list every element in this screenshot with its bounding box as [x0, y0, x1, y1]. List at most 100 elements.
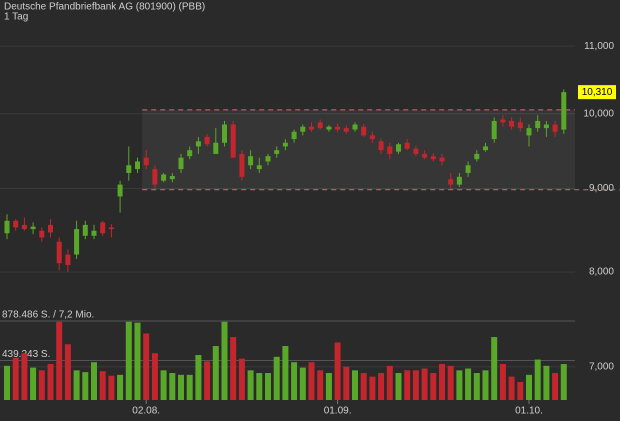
candle-body [552, 124, 558, 132]
volume-bar [360, 373, 367, 400]
candle-body [48, 224, 53, 233]
volume-bar [143, 333, 150, 400]
candle-body [204, 136, 210, 145]
volume-bar [560, 364, 567, 400]
volume-bar [447, 365, 454, 400]
candle-body [422, 153, 428, 158]
candle-body [361, 126, 367, 136]
volume-bar [412, 370, 419, 400]
candle-body [117, 184, 123, 197]
volume-bar [273, 356, 280, 400]
volume-bar [291, 362, 298, 400]
volume-bar [508, 376, 515, 400]
volume-bar [256, 373, 263, 400]
volume-bar [212, 346, 219, 400]
candle-body [343, 128, 349, 132]
candle-body [161, 174, 167, 181]
candle-body [474, 153, 480, 160]
candle-body [483, 146, 488, 151]
volume-bar [543, 365, 550, 400]
candle-body [352, 124, 358, 130]
volume-bar [64, 344, 71, 400]
last-price-box [578, 85, 616, 100]
volume-bar [473, 373, 480, 400]
volume-bar [299, 367, 306, 400]
volume-bar [169, 373, 176, 400]
volume-bar [73, 370, 80, 400]
volume-bar [386, 365, 393, 400]
volume-bar [47, 364, 54, 400]
candle-body [430, 156, 436, 160]
candle-body [274, 150, 280, 154]
candle-body [169, 176, 175, 180]
volume-bar [430, 373, 437, 400]
candle-body [152, 169, 158, 185]
y-tick-label: 7,000 [589, 361, 614, 372]
candle-body [300, 126, 306, 132]
volume-bar [247, 370, 254, 400]
volume-bar [352, 370, 358, 400]
candle-body [509, 120, 515, 127]
volume-bar [343, 366, 350, 400]
volume-bar [369, 376, 376, 400]
volume-bar [82, 372, 89, 400]
candle-body [465, 165, 471, 173]
volume-bar [491, 337, 498, 400]
candle-body [369, 135, 375, 140]
volume-bar [552, 373, 559, 400]
last-price-label: 10,310 [582, 87, 613, 98]
candle-body [543, 124, 549, 129]
volume-bar [308, 362, 315, 400]
volume-bar [265, 373, 271, 400]
candle-body [317, 122, 323, 129]
candle-body [335, 126, 341, 130]
volume-bar [395, 373, 402, 400]
candle-body [439, 157, 445, 162]
volume-bar [160, 370, 167, 400]
volume-bar [221, 321, 228, 400]
y-tick-label: 8,000 [589, 267, 614, 278]
candle-body [135, 161, 140, 170]
chart-subtitle: 1 Tag [4, 12, 28, 23]
volume-bar [317, 370, 324, 400]
y-tick-label: 9,000 [589, 183, 614, 194]
y-tick-label: 11,000 [584, 41, 614, 52]
candle-body [309, 126, 314, 130]
volume-bar [421, 368, 428, 400]
volume-bar [230, 337, 237, 400]
x-tick-label: 02.08. [132, 406, 160, 417]
candle-body [448, 179, 454, 185]
volume-bar [534, 359, 541, 400]
volume-bar [134, 322, 141, 400]
candle-body [91, 230, 97, 236]
volume-bar [439, 364, 445, 400]
candle-body [326, 126, 332, 130]
volume-bar [4, 365, 10, 400]
candle-body [396, 144, 401, 152]
candle-body [230, 124, 236, 158]
candle-body [239, 153, 245, 177]
volume-bar [99, 371, 106, 400]
volume-bar [526, 374, 532, 400]
candle-body [517, 122, 523, 129]
candle-body [195, 141, 201, 147]
volume-bar [499, 364, 506, 400]
candle-body [21, 224, 27, 230]
candle-body [65, 254, 71, 266]
volume-bar [517, 382, 524, 400]
candle-body [213, 142, 219, 154]
volume-bar [125, 321, 132, 400]
volume-tick-label: 878.486 S. / 7,2 Mio. [2, 310, 94, 321]
candle-body [39, 230, 45, 238]
candle-body [387, 146, 393, 154]
candle-body [100, 222, 106, 234]
candle-body [413, 148, 419, 154]
volume-bar [151, 353, 158, 400]
candle-body [282, 142, 288, 147]
candle-body [178, 157, 184, 170]
candle-body [74, 229, 80, 255]
candle-body [291, 131, 297, 140]
